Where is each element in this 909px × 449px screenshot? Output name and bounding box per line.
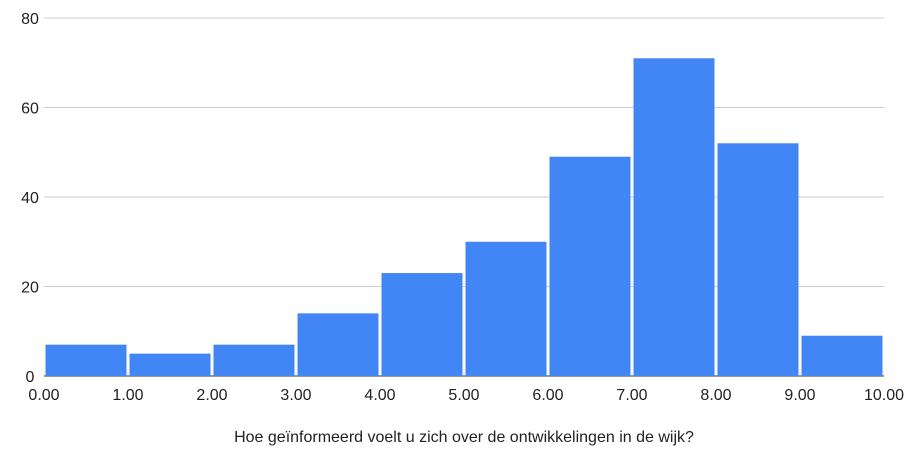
histogram-bar [381, 273, 463, 376]
x-tick-label: 1.00 [112, 387, 143, 404]
histogram-bar [549, 156, 631, 376]
histogram-bar [129, 353, 211, 376]
y-tick-label: 0 [26, 369, 35, 386]
histogram-bar [297, 313, 379, 376]
y-tick-labels: 0 20 40 60 80 [21, 11, 39, 386]
y-tick-label: 80 [21, 11, 39, 28]
histogram-bar [213, 344, 295, 376]
x-tick-label: 9.00 [784, 387, 815, 404]
bars [45, 58, 883, 377]
y-tick-label: 40 [21, 190, 39, 207]
x-tick-label: 0.00 [28, 387, 59, 404]
histogram-bar [465, 241, 547, 376]
x-tick-label: 5.00 [448, 387, 479, 404]
histogram-bar [801, 335, 883, 376]
x-tick-label: 6.00 [532, 387, 563, 404]
x-tick-label: 3.00 [280, 387, 311, 404]
x-tick-label: 8.00 [700, 387, 731, 404]
x-tick-label: 10.00 [864, 387, 904, 404]
x-tick-label: 4.00 [364, 387, 395, 404]
x-tick-label: 7.00 [616, 387, 647, 404]
x-tick-label: 2.00 [196, 387, 227, 404]
x-axis-title: Hoe geïnformeerd voelt u zich over de on… [234, 429, 694, 446]
histogram-bar [633, 58, 715, 377]
histogram-bar [717, 143, 799, 376]
x-tick-labels: 0.00 1.00 2.00 3.00 4.00 5.00 6.00 7.00 8.00 9.00… [28, 387, 904, 404]
y-tick-label: 60 [21, 101, 39, 118]
histogram-bar [45, 344, 127, 376]
y-tick-label: 20 [21, 280, 39, 297]
